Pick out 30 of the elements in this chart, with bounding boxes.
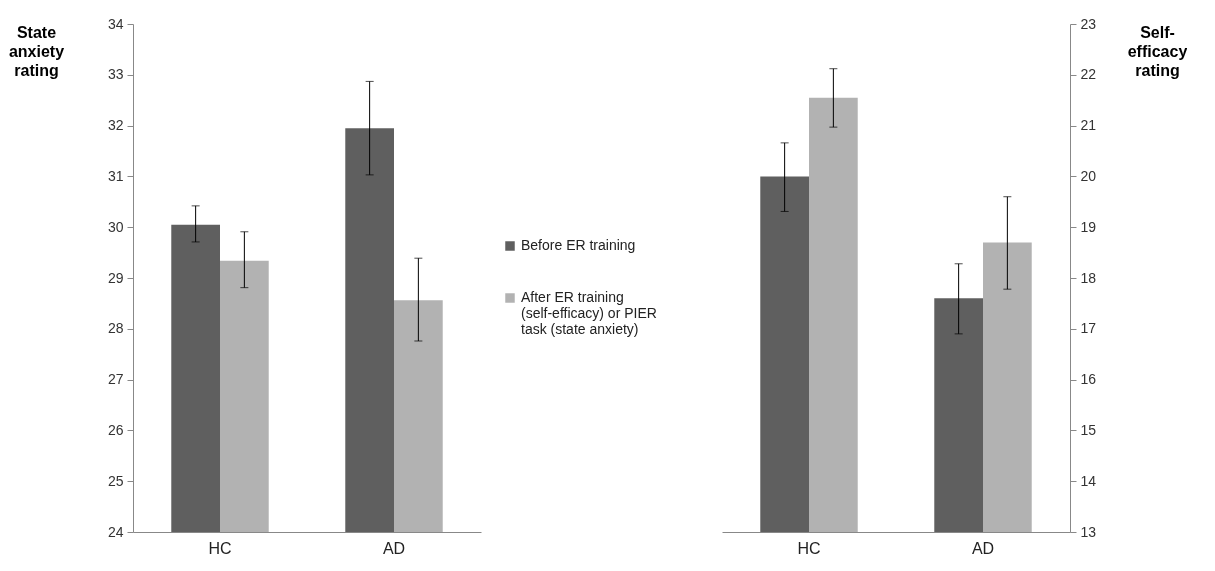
legend-label: Before ER training (521, 237, 636, 253)
y-tick-label: 26 (107, 421, 124, 438)
y2-tick-label: 14 (1080, 472, 1097, 489)
y-tick-label: 32 (107, 117, 124, 134)
y2-tick-label: 18 (1080, 269, 1097, 286)
y-tick-label: 34 (107, 15, 124, 32)
x-tick-label: HC (208, 539, 232, 557)
y2-tick-label: 13 (1080, 523, 1097, 540)
y-tick-label: 30 (107, 218, 124, 235)
legend-label: After ER training (self-efficacy) or PIER task (state anxiety) (521, 289, 657, 337)
y2-tick-label: 15 (1080, 421, 1097, 438)
y2-tick-label: 21 (1080, 117, 1097, 134)
y-tick-label: 33 (107, 66, 124, 83)
y2-tick-label: 20 (1080, 167, 1097, 184)
y-tick-label: 28 (107, 320, 124, 337)
y-tick-label: 27 (107, 371, 124, 388)
y-axis-title: State anxiety rating (8, 23, 65, 79)
y-tick-label: 25 (107, 472, 124, 489)
y2-tick-label: 19 (1080, 218, 1097, 235)
y2-tick-label: 17 (1080, 320, 1097, 337)
x-tick-label: AD (971, 539, 995, 557)
y2-tick-label: 16 (1080, 371, 1097, 388)
x-tick-label: AD (382, 539, 406, 557)
y2-tick-label: 23 (1080, 15, 1097, 32)
x-tick-label: HC (797, 539, 821, 557)
y-tick-label: 24 (107, 523, 124, 540)
y-tick-label: 31 (107, 167, 124, 184)
y2-axis-title: Self-efficacy rating (1127, 23, 1188, 79)
y2-tick-label: 22 (1080, 66, 1097, 83)
y-tick-label: 29 (107, 269, 124, 286)
